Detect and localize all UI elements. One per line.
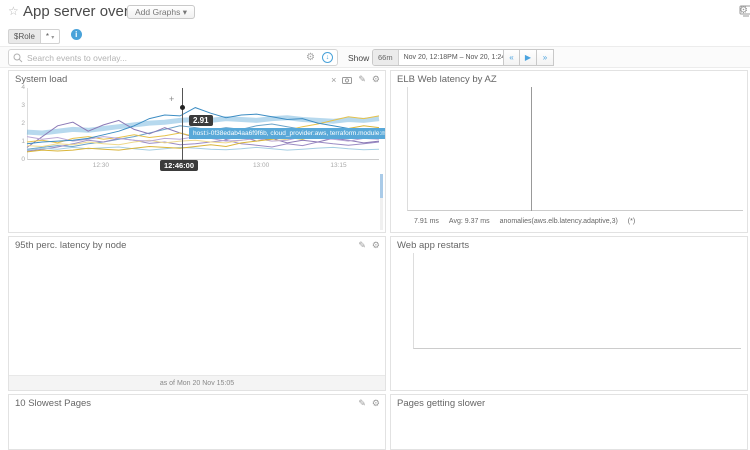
- legend-swatch: [397, 217, 406, 226]
- crosshair-line: [531, 87, 532, 211]
- legend-metric: anomalies(aws.elb.latency.adaptive,3): [499, 218, 618, 225]
- cursor-cross-icon: +: [169, 94, 175, 104]
- settings-icon[interactable]: ⚙: [306, 52, 315, 63]
- series-line: [26, 107, 380, 145]
- search-icon: [13, 53, 23, 63]
- info-icon[interactable]: i: [70, 29, 82, 41]
- event-search-box[interactable]: ⚙ ↓: [8, 49, 338, 66]
- time-back-button[interactable]: «: [503, 49, 520, 66]
- page-title: App server overview: [23, 3, 159, 20]
- duration-badge: 66m: [373, 50, 399, 65]
- hover-point: [180, 105, 185, 110]
- y-tick-label: 1: [21, 138, 25, 145]
- y-tick-label: 4: [21, 84, 25, 91]
- x-tick-label: 13:15: [330, 162, 347, 169]
- gear-icon[interactable]: ⚙: [371, 398, 380, 408]
- time-play-button[interactable]: ▶: [520, 49, 537, 66]
- series-line: [26, 137, 380, 152]
- show-label: Show: [348, 53, 370, 63]
- legend-scrollbar[interactable]: [380, 174, 383, 230]
- legend-suffix: (*): [627, 218, 636, 225]
- panel-title: 10 Slowest Pages: [15, 398, 92, 409]
- panel-pages-getting-slower: Pages getting slower: [390, 394, 748, 450]
- y-tick-label: 2: [21, 120, 25, 127]
- legend-value: 7.91 ms: [414, 218, 439, 225]
- gear-icon[interactable]: ⚙: [739, 5, 748, 16]
- y-tick-label: 0: [21, 156, 25, 163]
- tooltip-tag: host:i-0f38edab4aa6f9f6b, cloud_provider…: [189, 128, 385, 139]
- caret-down-icon: ▾: [51, 35, 55, 41]
- close-icon[interactable]: ×: [331, 74, 337, 85]
- template-variable-bar: $Role * ▾ i: [0, 26, 750, 44]
- event-toolbar: ⚙ ↓ Show 66m Nov 20, 12:18PM – Nov 20, 1…: [0, 46, 750, 68]
- edit-icon[interactable]: ✎: [358, 74, 366, 84]
- panel-title: Web app restarts: [397, 240, 470, 251]
- as-of-footer: as of Mon 20 Nov 15:05: [9, 375, 385, 390]
- time-range-text: Nov 20, 12:18PM – Nov 20, 1:24PM: [403, 54, 516, 61]
- y-tick-label: 3: [21, 102, 25, 109]
- crosshair-line: [182, 88, 183, 161]
- template-var-name: $Role: [8, 29, 40, 44]
- panel-web-app-restarts: Web app restarts: [390, 236, 748, 391]
- add-graphs-label: Add Graphs: [135, 7, 181, 17]
- legend-avg: Avg: 9.37 ms: [448, 218, 490, 225]
- export-icon[interactable]: ↓: [322, 52, 333, 63]
- legend-row[interactable]: 7.91 ms Avg: 9.37 ms anomalies(aws.elb.l…: [397, 217, 645, 226]
- edit-icon[interactable]: ✎: [358, 398, 366, 408]
- template-var-value[interactable]: * ▾: [39, 29, 61, 44]
- panel-title: 95th perc. latency by node: [15, 240, 127, 251]
- search-input[interactable]: [27, 51, 297, 64]
- panel-elb-latency: ELB Web latency by AZ 7.91 ms Avg: 9.37 …: [390, 70, 748, 233]
- hexagon-map[interactable]: [9, 295, 387, 359]
- add-graphs-button[interactable]: Add Graphs ▾: [127, 5, 196, 19]
- header: ☆ App server overview Add Graphs ▾ ⚙: [0, 0, 750, 24]
- x-tick-label: 13:00: [252, 162, 270, 169]
- star-icon[interactable]: ☆: [8, 4, 19, 18]
- legend-row[interactable]: [13, 174, 379, 184]
- elb-latency-chart[interactable]: [407, 87, 743, 211]
- gear-icon[interactable]: ⚙: [371, 240, 380, 250]
- panel-title: ELB Web latency by AZ: [397, 74, 497, 85]
- panel-latency-by-node: 95th perc. latency by node ✎ ⚙ as of Mon…: [8, 236, 386, 391]
- panel-title: System load: [15, 74, 68, 85]
- panel-title: Pages getting slower: [397, 398, 486, 409]
- legend: [13, 174, 379, 232]
- monitor-icon[interactable]: [739, 5, 750, 17]
- panel-slowest-pages: 10 Slowest Pages ✎ ⚙: [8, 394, 386, 450]
- x-tick-label: 12:30: [92, 162, 110, 169]
- tooltip-value: 2.91: [189, 115, 213, 126]
- crosshair-time-badge: 12:46:00: [160, 160, 199, 171]
- restarts-bar-chart[interactable]: [413, 253, 741, 349]
- caret-down-icon: ▾: [182, 7, 188, 17]
- edit-icon[interactable]: ✎: [358, 240, 366, 250]
- snapshot-camera-icon[interactable]: [342, 76, 353, 84]
- gear-icon[interactable]: ⚙: [371, 74, 380, 84]
- time-forward-button[interactable]: »: [537, 49, 554, 66]
